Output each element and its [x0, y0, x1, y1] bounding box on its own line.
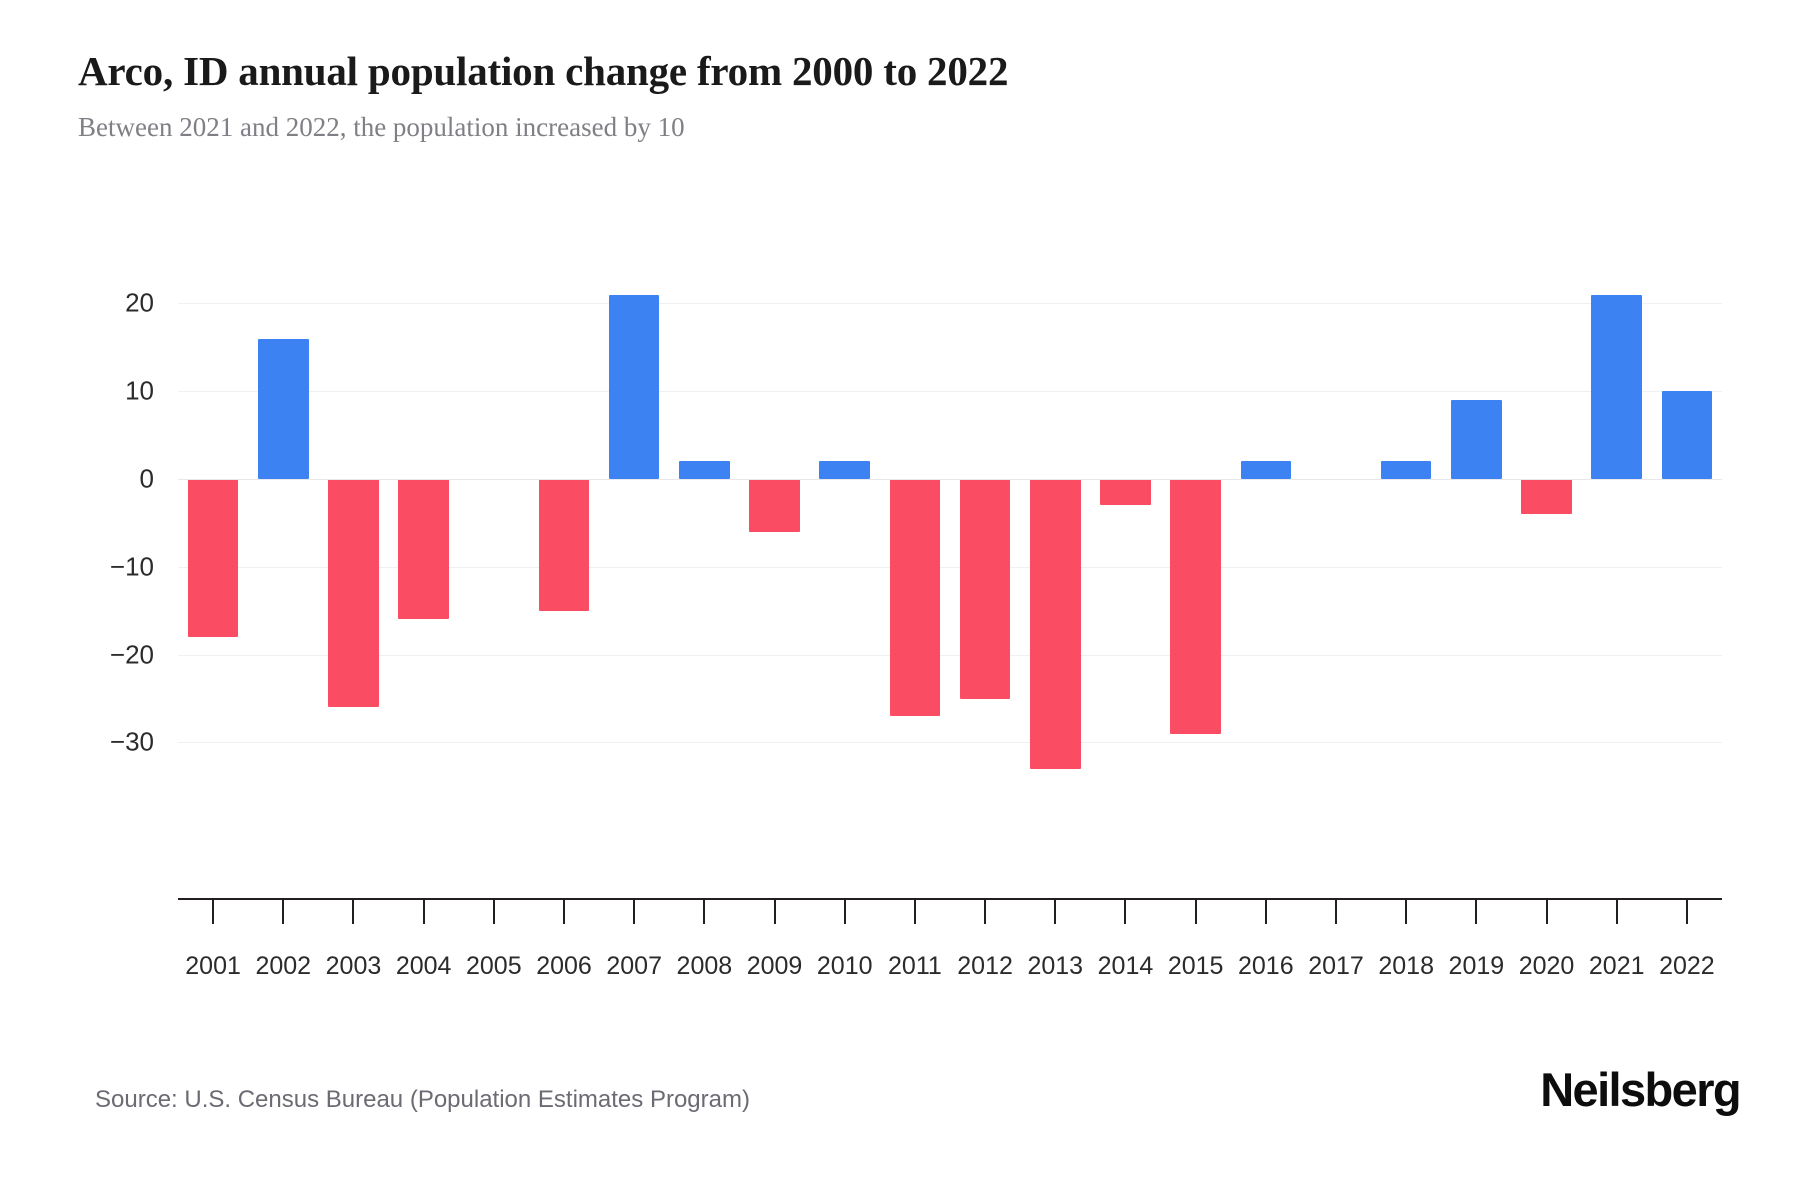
- y-axis-tick-label: −20: [109, 639, 154, 670]
- x-axis-label-2004: 2004: [395, 952, 452, 980]
- x-axis-label-2014: 2014: [1097, 952, 1154, 980]
- bar-2002[interactable]: [258, 338, 309, 479]
- x-axis-label-2020: 2020: [1518, 952, 1575, 980]
- y-axis-tick-label: 0: [139, 463, 154, 494]
- gridline: [178, 566, 1722, 568]
- x-axis-label-2013: 2013: [1027, 952, 1084, 980]
- x-axis-label-2017: 2017: [1308, 952, 1364, 980]
- y-axis-tick-label: −30: [109, 726, 154, 757]
- x-axis-label-2009: 2009: [746, 952, 803, 980]
- brand-logo: Neilsberg: [1540, 1063, 1741, 1116]
- x-axis-tick: [913, 898, 916, 924]
- bar-2011[interactable]: [889, 479, 941, 717]
- x-axis-tick: [843, 898, 846, 924]
- bar-2006[interactable]: [538, 479, 590, 611]
- x-axis-tick: [1405, 898, 1408, 924]
- x-axis-tick: [1685, 898, 1688, 924]
- x-axis-tick: [1615, 898, 1618, 924]
- chart-header: Arco, ID annual population change from 2…: [78, 48, 1718, 144]
- x-axis-label-2003: 2003: [325, 952, 382, 980]
- bar-2016[interactable]: [1240, 461, 1292, 479]
- x-axis-tick: [352, 898, 355, 924]
- gridline: [178, 742, 1722, 744]
- bar-2003[interactable]: [328, 479, 379, 708]
- x-axis-tick: [492, 898, 495, 924]
- bar-2001[interactable]: [187, 479, 239, 638]
- x-axis-tick: [1054, 898, 1057, 924]
- x-axis-label-2016: 2016: [1238, 952, 1294, 980]
- bar-2010[interactable]: [819, 461, 870, 479]
- x-axis-tick: [282, 898, 285, 924]
- x-axis-label-2019: 2019: [1448, 952, 1505, 980]
- bar-2020[interactable]: [1521, 479, 1572, 515]
- x-axis-tick: [422, 898, 425, 924]
- x-axis-line: [178, 898, 1722, 900]
- bar-2009[interactable]: [749, 479, 800, 532]
- x-axis-tick: [773, 898, 776, 924]
- x-axis-tick: [563, 898, 565, 924]
- x-axis-label-2012: 2012: [957, 952, 1013, 980]
- bar-2022[interactable]: [1661, 391, 1713, 479]
- bar-2008[interactable]: [679, 461, 730, 479]
- x-axis-label-2015: 2015: [1167, 952, 1224, 980]
- x-axis-tick: [1264, 898, 1267, 924]
- x-axis-tick: [1124, 898, 1127, 924]
- gridline: [178, 654, 1722, 656]
- x-axis-tick: [703, 898, 706, 924]
- x-axis-tick: [984, 898, 987, 924]
- x-axis-label-2021: 2021: [1588, 952, 1645, 980]
- x-axis-label-2002: 2002: [255, 952, 312, 980]
- x-axis-tick: [1475, 898, 1478, 924]
- x-axis-tick: [212, 898, 215, 924]
- x-axis-label-2022: 2022: [1659, 952, 1715, 980]
- y-axis-tick-label: −10: [109, 551, 154, 582]
- x-axis-tick: [1545, 898, 1548, 924]
- x-axis-label-2010: 2010: [816, 952, 873, 980]
- bar-2021[interactable]: [1591, 294, 1642, 479]
- source-note: Source: U.S. Census Bureau (Population E…: [95, 1086, 750, 1113]
- zero-baseline: [178, 479, 1722, 480]
- bar-2004[interactable]: [398, 479, 449, 620]
- bar-2012[interactable]: [959, 479, 1011, 699]
- chart-subtitle: Between 2021 and 2022, the population in…: [78, 112, 685, 143]
- bar-2018[interactable]: [1380, 461, 1432, 479]
- bar-2013[interactable]: [1030, 479, 1081, 769]
- y-axis-tick-label: 10: [125, 375, 154, 406]
- x-axis-tick: [1194, 898, 1197, 924]
- x-axis-label-2006: 2006: [536, 952, 592, 980]
- gridline: [178, 391, 1722, 393]
- x-axis-label-2008: 2008: [676, 952, 733, 980]
- page-title: Arco, ID annual population change from 2…: [78, 48, 1009, 94]
- bar-2007[interactable]: [608, 294, 660, 479]
- x-axis-label-2011: 2011: [888, 952, 942, 980]
- bar-2019[interactable]: [1451, 399, 1502, 479]
- x-axis-label-2005: 2005: [466, 952, 522, 980]
- x-axis-label-2007: 2007: [606, 952, 662, 980]
- gridline: [178, 303, 1722, 305]
- x-axis-tick: [1335, 898, 1337, 924]
- x-axis-label-2018: 2018: [1378, 952, 1434, 980]
- y-axis-tick-label: 20: [125, 287, 154, 318]
- bar-2015[interactable]: [1170, 479, 1221, 734]
- x-axis-tick: [633, 898, 636, 924]
- bar-2014[interactable]: [1100, 479, 1151, 506]
- x-axis-label-2001: 2001: [185, 952, 241, 980]
